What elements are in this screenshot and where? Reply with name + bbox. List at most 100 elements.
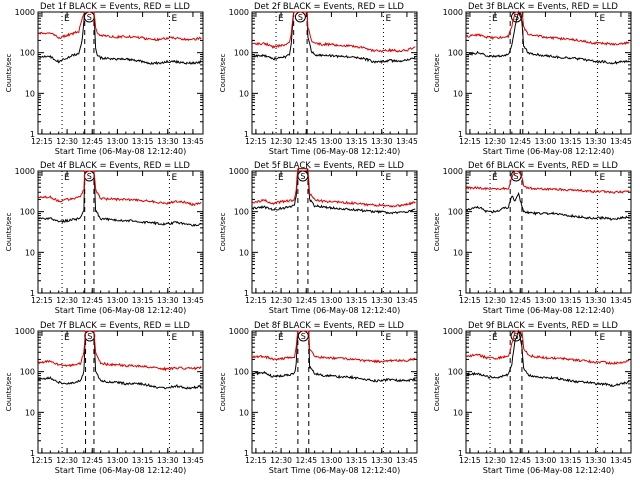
- start-marker-label: E: [492, 333, 498, 343]
- y-tick-label: 1000: [229, 8, 249, 17]
- x-axis-label: Start Time (06-May-08 12:12:40): [55, 466, 186, 475]
- x-tick-label: 13:15: [132, 296, 154, 305]
- chart-panel-4: Det 4f BLACK = Events, RED = LLD 1 10 100 10…: [5, 161, 204, 315]
- chart-panel-1: Det 1f BLACK = Events, RED = LLD 1 10 100 10…: [5, 2, 204, 156]
- chart-title: Det 6f BLACK = Events, RED = LLD: [468, 161, 618, 171]
- chart-title: Det 8f BLACK = Events, RED = LLD: [254, 321, 404, 331]
- events-series-line: [466, 191, 630, 221]
- x-tick-label: 13:45: [182, 456, 204, 465]
- y-tick-label: 1: [458, 449, 463, 458]
- x-tick-label: 13:30: [157, 456, 179, 465]
- x-tick-label: 12:15: [245, 296, 267, 305]
- x-tick-label: 13:15: [346, 137, 368, 146]
- y-tick-label: 100: [448, 49, 463, 58]
- x-tick-label: 12:15: [245, 456, 267, 465]
- x-tick-label: 13:45: [396, 456, 418, 465]
- x-tick-label: 13:00: [321, 456, 343, 465]
- x-tick-label: 13:30: [157, 137, 179, 146]
- x-tick-label: 13:30: [585, 456, 607, 465]
- y-tick-label: 100: [448, 208, 463, 217]
- x-tick-label: 13:00: [107, 137, 129, 146]
- x-tick-label: 13:15: [346, 456, 368, 465]
- y-tick-label: 1: [458, 130, 463, 139]
- x-tick-label: 13:45: [396, 296, 418, 305]
- x-tick-label: 13:15: [132, 456, 154, 465]
- chart-panel-8: Det 8f BLACK = Events, RED = LLD 1 10 100 10…: [219, 321, 418, 475]
- y-axis-label: Counts/sec: [433, 213, 441, 252]
- end-marker-label: E: [171, 333, 177, 343]
- y-tick-label: 100: [20, 208, 35, 217]
- events-series-line: [466, 329, 630, 388]
- chart-panel-5: Det 5f BLACK = Events, RED = LLD 1 10 100 10…: [219, 161, 418, 315]
- x-axis-label: Start Time (06-May-08 12:12:40): [483, 466, 614, 475]
- lld-series-line: [252, 168, 416, 208]
- events-series-line: [252, 330, 416, 383]
- x-tick-label: 13:45: [610, 296, 632, 305]
- plot-frame: [37, 330, 204, 454]
- x-axis-label: Start Time (06-May-08 12:12:40): [55, 306, 186, 315]
- y-tick-label: 10: [25, 408, 35, 417]
- y-axis-label: Counts/sec: [433, 54, 441, 93]
- plot-frame: [251, 330, 418, 454]
- x-tick-label: 13:30: [371, 137, 393, 146]
- start-marker-label: E: [64, 333, 70, 343]
- x-tick-label: 12:30: [484, 296, 506, 305]
- x-tick-label: 13:00: [535, 456, 557, 465]
- y-tick-label: 1000: [229, 167, 249, 176]
- x-tick-label: 12:45: [295, 456, 317, 465]
- x-tick-label: 13:15: [346, 296, 368, 305]
- source-marker-label: S: [298, 13, 303, 22]
- y-tick-label: 1: [244, 289, 249, 298]
- chart-panel-7: Det 7f BLACK = Events, RED = LLD 1 10 100 10…: [5, 321, 204, 475]
- x-axis-label: Start Time (06-May-08 12:12:40): [55, 147, 186, 156]
- x-tick-label: 13:00: [321, 296, 343, 305]
- y-axis-label: Counts/sec: [433, 373, 441, 412]
- x-tick-label: 12:30: [56, 137, 78, 146]
- y-tick-label: 10: [453, 248, 463, 257]
- plot-frame: [251, 11, 418, 135]
- source-marker-label: S: [514, 172, 519, 181]
- y-tick-label: 10: [453, 89, 463, 98]
- x-tick-label: 12:30: [484, 137, 506, 146]
- y-tick-label: 1000: [443, 167, 463, 176]
- chart-panel-3: Det 3f BLACK = Events, RED = LLD 1 10 100 10…: [433, 2, 632, 156]
- x-tick-label: 12:15: [459, 296, 481, 305]
- y-axis-label: Counts/sec: [219, 373, 227, 412]
- x-tick-label: 13:30: [371, 296, 393, 305]
- y-tick-label: 100: [20, 368, 35, 377]
- source-marker-label: S: [87, 13, 92, 22]
- x-tick-label: 12:30: [56, 456, 78, 465]
- y-tick-label: 1: [30, 289, 35, 298]
- end-marker-label: E: [385, 14, 391, 24]
- y-tick-label: 10: [25, 89, 35, 98]
- source-marker-label: S: [87, 332, 92, 341]
- start-marker-label: E: [492, 14, 498, 24]
- lld-series-line: [38, 170, 202, 207]
- start-marker-label: E: [278, 173, 284, 183]
- events-series-line: [466, 10, 630, 65]
- x-tick-label: 12:30: [270, 296, 292, 305]
- x-tick-label: 12:45: [295, 296, 317, 305]
- events-series-line: [38, 330, 202, 390]
- y-tick-label: 100: [234, 368, 249, 377]
- x-tick-label: 13:15: [560, 137, 582, 146]
- y-axis-label: Counts/sec: [5, 54, 13, 93]
- end-marker-label: E: [599, 14, 605, 24]
- y-axis-label: Counts/sec: [219, 213, 227, 252]
- x-tick-label: 12:15: [245, 137, 267, 146]
- x-tick-label: 13:30: [157, 296, 179, 305]
- lld-series-line: [38, 330, 202, 372]
- x-tick-label: 13:30: [371, 456, 393, 465]
- lld-series-line: [252, 11, 416, 53]
- x-tick-label: 12:45: [509, 296, 531, 305]
- x-tick-label: 12:45: [295, 137, 317, 146]
- x-tick-label: 12:45: [509, 456, 531, 465]
- end-marker-label: E: [385, 173, 391, 183]
- x-tick-label: 13:15: [132, 137, 154, 146]
- events-series-line: [252, 11, 416, 65]
- y-tick-label: 100: [20, 49, 35, 58]
- plot-frame: [465, 11, 632, 135]
- source-marker-label: S: [300, 172, 305, 181]
- y-tick-label: 1000: [443, 8, 463, 17]
